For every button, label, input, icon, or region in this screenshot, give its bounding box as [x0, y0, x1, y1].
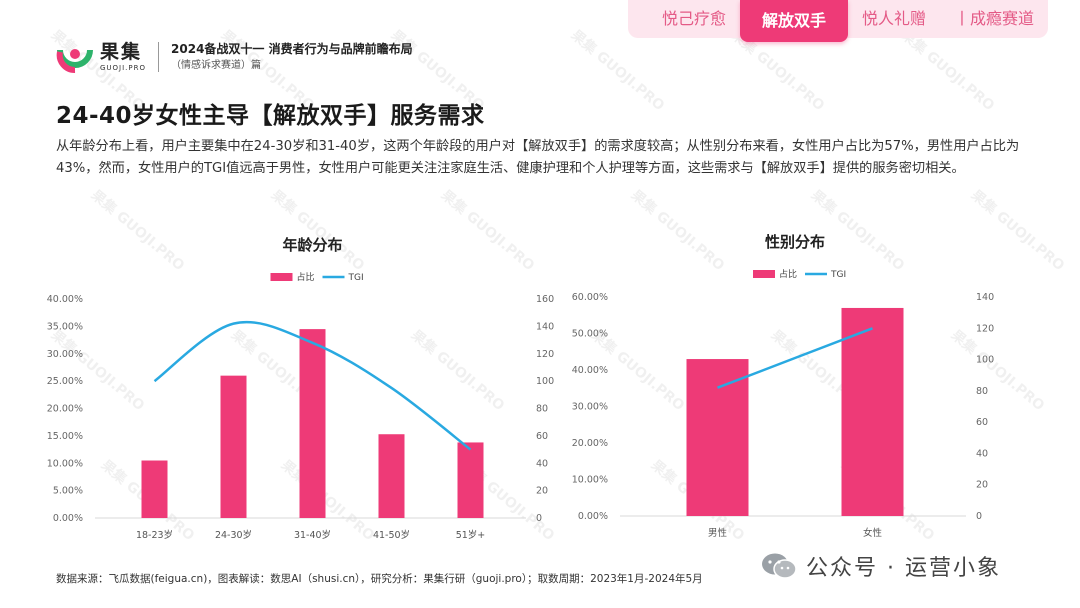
- wechat-icon: [762, 553, 797, 579]
- x-category-label: 18-23岁: [136, 529, 173, 541]
- header: 果集 GUOJI.PRO 2024备战双十一 消费者行为与品牌前瞻布局 （情感诉…: [56, 40, 413, 74]
- page-description: 从年龄分布上看，用户主要集中在24-30岁和31-40岁，这两个年龄段的用户对【…: [56, 139, 1020, 176]
- y-left-tick-label: 20.00%: [47, 404, 83, 415]
- y-left-tick-label: 5.00%: [53, 486, 83, 497]
- y-right-tick-label: 120: [536, 349, 554, 360]
- bar: [686, 359, 749, 516]
- report-subtitle: （情感诉求赛道）篇: [171, 60, 262, 71]
- legend-swatch-bar: [270, 273, 293, 281]
- y-right-tick-label: 0: [536, 513, 542, 524]
- chart-title: 年龄分布: [282, 236, 342, 254]
- y-right-tick-label: 100: [976, 355, 994, 366]
- tab-bar: 悦己疗愈 解放双手 悦人礼赠 丨成瘾赛道: [648, 0, 1048, 42]
- logo-text-cn: 果集: [100, 41, 143, 63]
- y-left-tick-label: 20.00%: [572, 438, 608, 449]
- report-title: 2024备战双十一 消费者行为与品牌前瞻布局: [171, 42, 413, 56]
- y-left-tick-label: 0.00%: [53, 513, 83, 524]
- y-right-tick-label: 160: [536, 294, 554, 305]
- brand-text: 公众号 · 运营小象: [806, 556, 1001, 581]
- y-right-tick-label: 40: [536, 458, 548, 469]
- y-left-tick-label: 0.00%: [578, 511, 608, 522]
- legend-label: TGI: [348, 273, 364, 283]
- bar: [457, 442, 484, 518]
- tab-addiction[interactable]: 丨成瘾赛道: [953, 9, 1034, 28]
- y-right-tick-label: 80: [536, 404, 548, 415]
- y-right-tick-label: 140: [976, 292, 994, 303]
- bar: [220, 375, 247, 518]
- x-category-label: 24-30岁: [215, 529, 252, 541]
- x-category-label: 31-40岁: [294, 529, 331, 541]
- y-left-tick-label: 35.00%: [47, 321, 83, 332]
- y-right-tick-label: 0: [976, 511, 982, 522]
- tab-gifting[interactable]: 悦人礼赠: [861, 9, 926, 28]
- y-left-tick-label: 50.00%: [572, 329, 608, 340]
- legend-label: 占比: [779, 268, 797, 280]
- y-left-tick-label: 15.00%: [47, 431, 83, 442]
- y-left-tick-label: 60.00%: [572, 292, 608, 303]
- y-left-tick-label: 40.00%: [572, 365, 608, 376]
- bar: [378, 434, 405, 518]
- y-right-tick-label: 20: [536, 486, 548, 497]
- y-right-tick-label: 140: [536, 321, 554, 332]
- bar: [299, 329, 326, 518]
- y-right-tick-label: 100: [536, 376, 554, 387]
- data-source-note: 数据来源：飞瓜数据(feigua.cn)，图表解读：数思AI（shusi.cn）…: [56, 573, 703, 585]
- tab-self-healing[interactable]: 悦己疗愈: [661, 9, 726, 28]
- y-left-tick-label: 10.00%: [572, 475, 608, 486]
- y-left-tick-label: 40.00%: [47, 294, 83, 305]
- y-left-tick-label: 30.00%: [47, 349, 83, 360]
- tgi-line: [153, 320, 472, 451]
- header-divider: [158, 42, 160, 72]
- logo-text-en: GUOJI.PRO: [100, 64, 147, 72]
- legend-swatch-bar: [753, 270, 775, 278]
- guoji-logo-icon: [56, 49, 93, 73]
- y-right-tick-label: 80: [976, 386, 988, 397]
- wechat-brand: 公众号 · 运营小象: [760, 550, 1001, 582]
- y-left-tick-label: 10.00%: [47, 458, 83, 469]
- y-right-tick-label: 60: [536, 431, 548, 442]
- x-category-label: 41-50岁: [373, 529, 410, 541]
- legend-label: 占比: [297, 271, 315, 283]
- y-right-tick-label: 120: [976, 323, 994, 334]
- x-category-label: 女性: [863, 527, 883, 539]
- x-category-label: 51岁+: [456, 529, 486, 541]
- legend-label: TGI: [830, 270, 846, 280]
- y-left-tick-label: 30.00%: [572, 402, 608, 413]
- chart-title: 性别分布: [765, 233, 825, 251]
- tab-free-hands[interactable]: 解放双手: [739, 0, 848, 42]
- tgi-line: [717, 327, 873, 389]
- x-category-label: 男性: [708, 527, 728, 539]
- y-right-tick-label: 20: [976, 480, 988, 491]
- y-left-tick-label: 25.00%: [47, 376, 83, 387]
- bar: [841, 307, 904, 516]
- y-right-tick-label: 60: [976, 417, 988, 428]
- y-right-tick-label: 40: [976, 448, 988, 459]
- bar: [141, 460, 168, 518]
- page-headline: 24-40岁女性主导【解放双手】服务需求: [56, 103, 485, 129]
